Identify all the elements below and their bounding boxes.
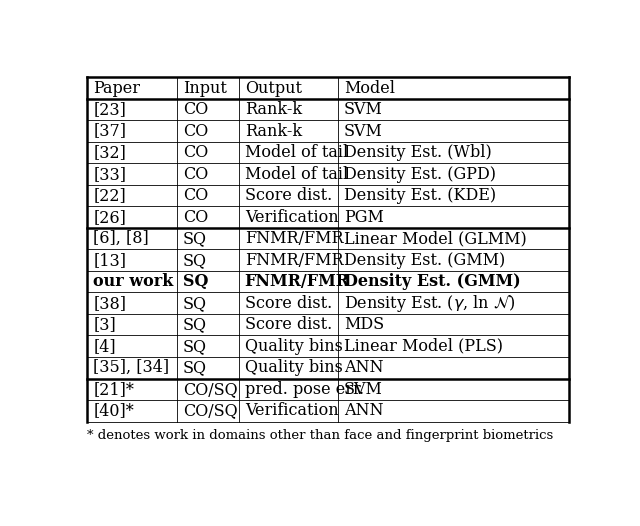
Text: [26]: [26] <box>93 209 126 226</box>
Text: FNMR/FMR: FNMR/FMR <box>244 251 343 269</box>
Text: Density Est. (GPD): Density Est. (GPD) <box>344 166 496 183</box>
Text: CO/SQ: CO/SQ <box>182 402 237 419</box>
Text: Verification: Verification <box>244 402 339 419</box>
Text: Model of tail: Model of tail <box>244 144 348 161</box>
Text: SQ: SQ <box>182 251 207 269</box>
Text: Quality bins: Quality bins <box>244 359 342 376</box>
Text: Density Est. (KDE): Density Est. (KDE) <box>344 187 496 204</box>
Text: Model of tail: Model of tail <box>244 166 348 183</box>
Text: Linear Model (GLMM): Linear Model (GLMM) <box>344 230 527 247</box>
Text: our work: our work <box>93 273 173 290</box>
Text: FNMR/FMR: FNMR/FMR <box>244 273 349 290</box>
Text: CO: CO <box>182 166 208 183</box>
Text: [23]: [23] <box>93 101 126 118</box>
Text: SVM: SVM <box>344 101 383 118</box>
Text: Rank-k: Rank-k <box>244 123 302 139</box>
Text: Quality bins: Quality bins <box>244 338 342 355</box>
Text: * denotes work in domains other than face and fingerprint biometrics: * denotes work in domains other than fac… <box>88 429 554 442</box>
Text: ANN: ANN <box>344 402 383 419</box>
Text: CO: CO <box>182 144 208 161</box>
Text: SVM: SVM <box>344 381 383 398</box>
Text: Score dist.: Score dist. <box>244 295 332 312</box>
Text: FNMR/FMR: FNMR/FMR <box>244 230 343 247</box>
Text: CO/SQ: CO/SQ <box>182 381 237 398</box>
Text: Paper: Paper <box>93 79 140 97</box>
Text: Linear Model (PLS): Linear Model (PLS) <box>344 338 503 355</box>
Text: [4]: [4] <box>93 338 116 355</box>
Text: Rank-k: Rank-k <box>244 101 302 118</box>
Text: Model: Model <box>344 79 395 97</box>
Text: Density Est. ($\gamma$, ln $\mathcal{N}$): Density Est. ($\gamma$, ln $\mathcal{N}$… <box>344 293 516 313</box>
Text: Score dist.: Score dist. <box>244 316 332 333</box>
Text: [13]: [13] <box>93 251 126 269</box>
Text: SQ: SQ <box>182 359 207 376</box>
Text: [3]: [3] <box>93 316 116 333</box>
Text: SQ: SQ <box>182 273 208 290</box>
Text: Score dist.: Score dist. <box>244 187 332 204</box>
Text: Density Est. (GMM): Density Est. (GMM) <box>344 273 520 290</box>
Text: [21]*: [21]* <box>93 381 134 398</box>
Text: [38]: [38] <box>93 295 126 312</box>
Text: [22]: [22] <box>93 187 126 204</box>
Text: Density Est. (GMM): Density Est. (GMM) <box>344 251 505 269</box>
Text: Verification: Verification <box>244 209 339 226</box>
Text: CO: CO <box>182 123 208 139</box>
Text: SQ: SQ <box>182 230 207 247</box>
Text: [37]: [37] <box>93 123 126 139</box>
Text: SQ: SQ <box>182 338 207 355</box>
Text: [32]: [32] <box>93 144 126 161</box>
Text: CO: CO <box>182 187 208 204</box>
Text: Input: Input <box>182 79 227 97</box>
Text: SQ: SQ <box>182 316 207 333</box>
Text: SQ: SQ <box>182 295 207 312</box>
Text: [33]: [33] <box>93 166 126 183</box>
Text: CO: CO <box>182 101 208 118</box>
Text: Density Est. (Wbl): Density Est. (Wbl) <box>344 144 492 161</box>
Text: CO: CO <box>182 209 208 226</box>
Text: PGM: PGM <box>344 209 384 226</box>
Text: Output: Output <box>244 79 301 97</box>
Text: [40]*: [40]* <box>93 402 134 419</box>
Text: SVM: SVM <box>344 123 383 139</box>
Text: ANN: ANN <box>344 359 383 376</box>
Text: [35], [34]: [35], [34] <box>93 359 170 376</box>
Text: MDS: MDS <box>344 316 384 333</box>
Text: pred. pose err.: pred. pose err. <box>244 381 364 398</box>
Text: [6], [8]: [6], [8] <box>93 230 149 247</box>
